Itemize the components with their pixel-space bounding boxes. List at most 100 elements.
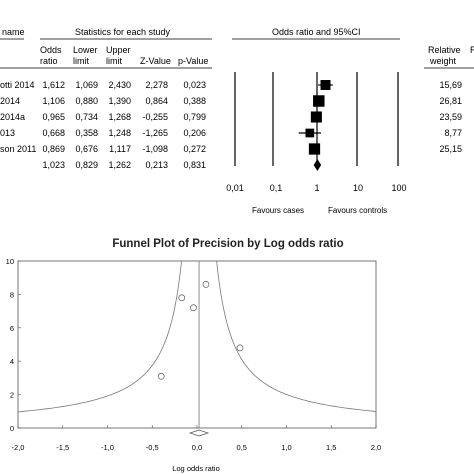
funnel-left-limit [17, 260, 182, 420]
study-point [202, 281, 210, 288]
funnel-summary-diamond [188, 429, 210, 437]
header-upper-1: Upper [106, 45, 131, 55]
cell-z: 0,864 [145, 96, 168, 106]
header-weight-2: weight [429, 56, 457, 66]
header-extra: R [470, 45, 474, 55]
cell-odds_ratio: 0,965 [42, 112, 65, 122]
cell-weight: 23,59 [439, 112, 462, 122]
study-name: otti 2014 [0, 80, 35, 90]
cell-lower: 0,358 [75, 128, 98, 138]
forest-tick-label: 100 [391, 183, 406, 193]
cell-upper: 1,117 [109, 144, 131, 154]
header-name: name [2, 27, 25, 37]
funnel-right-limit [216, 260, 377, 420]
study-name: 2014a [0, 112, 25, 122]
header-odds-ratio-2: ratio [40, 56, 58, 66]
header-odds-ratio-1: Odds [40, 45, 62, 55]
forest-table: name Statistics for each study Odds rati… [0, 27, 474, 170]
cell-upper: 1,390 [108, 96, 131, 106]
cell-lower: 1,069 [75, 80, 98, 90]
study-name: 013 [0, 128, 15, 138]
summary-z: 0,213 [145, 160, 168, 170]
study-point [157, 372, 165, 380]
header-stats-group: Statistics for each study [75, 27, 171, 37]
x-tick-label: -0,5 [146, 443, 159, 452]
favours-cases-label: Favours cases [252, 206, 304, 215]
x-tick-label: 1,0 [281, 443, 291, 452]
cell-p: 0,272 [183, 144, 206, 154]
y-tick-label: 6 [10, 324, 14, 333]
forest-tick-label: 1 [314, 183, 319, 193]
cell-odds_ratio: 0,668 [42, 128, 65, 138]
cell-weight: 25,15 [439, 144, 462, 154]
study-point [190, 304, 197, 312]
cell-upper: 2,430 [108, 80, 131, 90]
forest-marks [298, 80, 333, 171]
funnel-plot-area [17, 260, 377, 429]
cell-p: 0,206 [183, 128, 206, 138]
cell-odds_ratio: 0,869 [42, 144, 65, 154]
effect-square [310, 111, 322, 123]
summary-diamond [313, 159, 322, 171]
cell-weight: 8,77 [444, 128, 462, 138]
x-tick-label: -1,0 [101, 443, 114, 452]
cell-p: 0,023 [183, 80, 206, 90]
header-or-ci-group: Odds ratio and 95%CI [272, 27, 361, 37]
forest-ticks: 0,01 0,1 1 10 100 [226, 183, 406, 193]
x-tick-label: 1,5 [326, 443, 336, 452]
effect-square [308, 143, 321, 155]
forest-tick-label: 0,1 [270, 183, 283, 193]
table-rows: otti 2014 1,612 1,069 2,430 2,278 0,023 15,69 2… [0, 80, 462, 170]
x-tick-label: -2,0 [12, 443, 25, 452]
study-name: son 2011 [0, 144, 36, 154]
favours-controls-label: Favours controls [328, 206, 387, 215]
cell-p: 0,799 [183, 112, 206, 122]
funnel-title: Funnel Plot of Precision by Log odds rat… [112, 238, 343, 250]
funnel-curves [17, 260, 377, 437]
cell-z: -0,255 [142, 112, 168, 122]
y-tick-label: 2 [10, 391, 14, 400]
effect-square [313, 95, 325, 107]
x-tick-label: 0,0 [192, 443, 202, 452]
x-tick-label: -1,5 [56, 443, 69, 452]
cell-z: -1,098 [142, 144, 168, 154]
x-tick-label: 0,5 [237, 443, 247, 452]
summary-p: 0,831 [183, 160, 206, 170]
cell-z: 2,278 [145, 80, 168, 90]
header-lower-2: limit [73, 56, 89, 66]
y-tick-label: 0 [10, 424, 14, 433]
y-tick-label: 10 [6, 257, 14, 266]
cell-weight: 26,81 [439, 96, 462, 106]
forest-graph: 0,01 0,1 1 10 100 Favours cases Favours cont… [226, 72, 407, 215]
header-weight-1: Relative [428, 45, 461, 55]
cell-odds_ratio: 1,612 [42, 80, 65, 90]
y-tick-label: 4 [10, 357, 14, 366]
summary-upper: 1,262 [108, 160, 131, 170]
cell-upper: 1,268 [108, 112, 131, 122]
x-tick-label: 2,0 [371, 443, 381, 452]
cell-lower: 0,676 [75, 144, 98, 154]
forest-tick-label: 10 [353, 183, 363, 193]
header-lower-1: Lower [73, 45, 98, 55]
header-p-value: p-Value [178, 56, 208, 66]
cell-lower: 0,734 [75, 112, 98, 122]
cell-odds_ratio: 1,106 [42, 96, 65, 106]
cell-z: -1,265 [142, 128, 168, 138]
funnel-plot: Funnel Plot of Precision by Log odds rat… [6, 238, 382, 473]
summary-odds_ratio: 1,023 [42, 160, 65, 170]
summary-lower: 0,829 [75, 160, 98, 170]
study-point [236, 344, 244, 352]
cell-weight: 15,69 [439, 80, 462, 90]
cell-lower: 0,880 [75, 96, 98, 106]
funnel-xticks: -2,0 -1,5 -1,0 -0,5 0,0 0,5 1,0 1,5 2,0 [12, 425, 381, 452]
funnel-x-axis-label: Log odds ratio [172, 464, 220, 473]
forest-tick-label: 0,01 [226, 183, 244, 193]
funnel-yticks: 0 2 4 6 8 10 [6, 257, 21, 433]
cell-p: 0,388 [183, 96, 206, 106]
header-upper-2: limit [106, 56, 122, 66]
effect-square [305, 128, 315, 138]
funnel-points [157, 281, 244, 380]
study-point [178, 294, 186, 302]
cell-upper: 1,248 [108, 128, 131, 138]
